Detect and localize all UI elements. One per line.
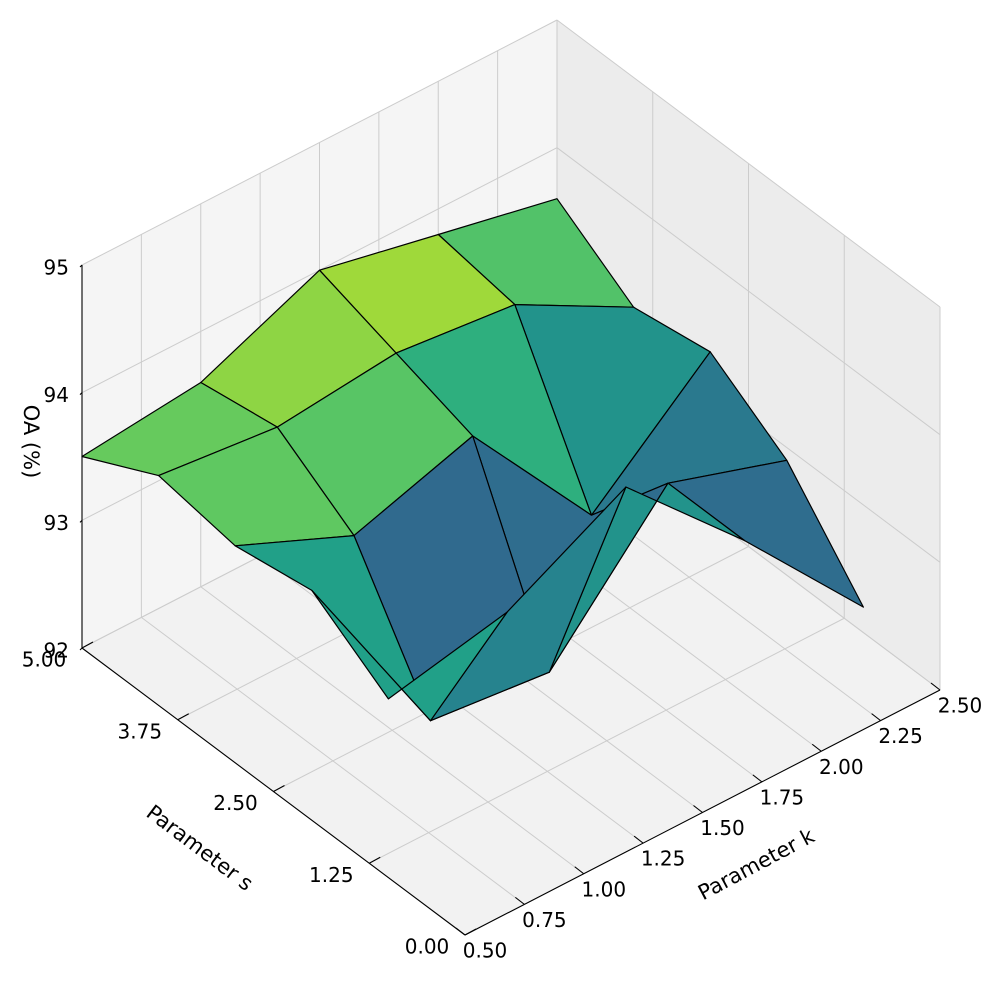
x-tick bbox=[515, 896, 525, 905]
grid-line bbox=[556, 19, 941, 308]
z-tick-label: 92 bbox=[44, 639, 69, 663]
x-tick-label: 1.25 bbox=[641, 847, 686, 871]
y-tick bbox=[81, 641, 94, 649]
z-tick bbox=[79, 647, 83, 651]
grid-line bbox=[81, 19, 558, 266]
y-tick-label: 1.25 bbox=[309, 863, 354, 887]
z-tick bbox=[79, 519, 83, 523]
x-tick-label: 1.75 bbox=[760, 785, 805, 809]
surface-face bbox=[311, 589, 508, 722]
surface-mesh bbox=[81, 198, 865, 722]
x-tick bbox=[752, 774, 763, 783]
x-tick bbox=[930, 682, 941, 691]
y-tick-label: 0.00 bbox=[405, 935, 450, 959]
z-tick-label: 94 bbox=[44, 383, 69, 407]
tick-labels: 0.50 0.75 1.00 1.25 1.50 1.75 2.00 2.25 2.50 0.00… bbox=[22, 256, 983, 963]
x-tick-label: 2.00 bbox=[819, 755, 864, 779]
x-tick bbox=[811, 743, 822, 752]
x-tick-label: 1.50 bbox=[700, 816, 745, 840]
x-tick-label: 1.00 bbox=[582, 877, 627, 901]
z-axis-title: OA (%) bbox=[19, 405, 43, 479]
x-tick bbox=[574, 866, 585, 875]
grid-line bbox=[556, 147, 941, 436]
y-tick bbox=[273, 785, 285, 792]
z-tick bbox=[79, 392, 83, 396]
x-tick bbox=[693, 805, 703, 813]
x-tick-label: 0.50 bbox=[463, 939, 508, 963]
x-tick-label: 0.75 bbox=[522, 908, 567, 932]
x-tick-label: 2.25 bbox=[878, 724, 923, 748]
y-tick-label: 2.50 bbox=[213, 791, 258, 815]
y-tick-label: 5.00 bbox=[22, 648, 67, 672]
z-tick bbox=[79, 264, 83, 268]
axis-lines bbox=[79, 264, 941, 936]
grid-line bbox=[369, 617, 845, 864]
x-tick bbox=[871, 713, 881, 722]
x-tick bbox=[633, 835, 644, 844]
x-tick bbox=[455, 927, 466, 936]
y-tick-label: 3.75 bbox=[118, 719, 163, 743]
y-tick bbox=[368, 856, 381, 864]
x-tick-label: 2.50 bbox=[938, 694, 983, 718]
z-tick-label: 95 bbox=[44, 256, 69, 280]
z-tick-label: 93 bbox=[44, 511, 69, 535]
y-tick bbox=[464, 928, 477, 936]
y-tick bbox=[177, 713, 190, 721]
